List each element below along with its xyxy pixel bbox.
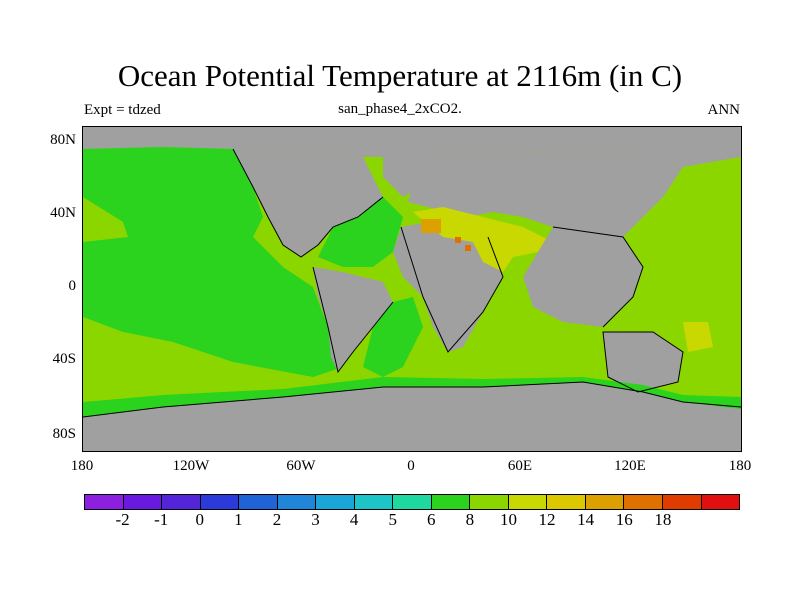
colorbar-label: 12: [538, 510, 556, 529]
south-america: [313, 267, 393, 372]
colorbar-label: 0: [195, 510, 205, 529]
x-tick-label: 0: [407, 458, 415, 474]
pacific-cool-region: [83, 147, 343, 377]
experiment-label: Expt = tdzed: [84, 102, 161, 118]
hot-patch: [455, 237, 461, 243]
south-asia: [523, 227, 643, 327]
coastlines: [83, 148, 741, 418]
colorbar-segment: [547, 495, 586, 509]
colorbar-label: 6: [427, 510, 436, 529]
southern-ocean-cool: [83, 377, 741, 417]
colorbar-segment: [85, 495, 124, 509]
colorbar-label: 2: [272, 510, 282, 529]
colorbar-segment: [162, 495, 201, 509]
colorbar-segment: [393, 495, 432, 509]
colorbar-segment: [624, 495, 663, 509]
colorbar-label: 14: [577, 510, 595, 529]
x-tick-label: 60W: [286, 458, 316, 474]
colorbar-segment: [470, 495, 509, 509]
colorbar-segment: [316, 495, 355, 509]
x-tick-label: 120W: [172, 458, 210, 474]
x-tick-label: 180: [728, 458, 752, 474]
colorbar-segment: [585, 495, 625, 509]
colorbar-label: 3: [311, 510, 320, 529]
colorbar-segment: [277, 495, 317, 509]
colorbar-segment: [200, 495, 240, 509]
colorbar-segment: [508, 495, 548, 509]
y-tick-label: 80S: [52, 426, 76, 442]
y-tick-label: 0: [68, 278, 77, 294]
pacific-warm-patch: [683, 322, 713, 352]
arctic-land: [83, 127, 741, 167]
colorbar-label: 8: [465, 510, 475, 529]
colorbar-segment: [431, 495, 471, 509]
map-title: Ocean Potential Temperature at 2116m (in…: [117, 58, 683, 93]
colorbar-label: 18: [654, 510, 672, 529]
north-america: [233, 149, 383, 257]
colorbar-segment: [662, 495, 702, 509]
colorbar-segment: [123, 495, 163, 509]
season-label: ANN: [707, 102, 741, 118]
colorbar-label: 10: [499, 510, 517, 529]
map-subtitle: san_phase4_2xCO2.: [338, 101, 462, 117]
hot-patch-2: [465, 245, 471, 251]
colorbar-label: 4: [349, 510, 359, 529]
x-tick-label: 120E: [614, 458, 646, 474]
warm-patch: [421, 219, 441, 233]
x-tick-label: 180: [70, 458, 94, 474]
north-atlantic-cool: [318, 197, 403, 267]
eurasia: [408, 149, 683, 237]
colorbar-segment: [239, 495, 278, 509]
colorbar-label: 1: [234, 510, 243, 529]
tethys-warm-region: [413, 207, 553, 272]
colorbar: [84, 494, 740, 510]
map-plot-area: [82, 126, 742, 452]
colorbar-segment: [701, 495, 740, 509]
colorbar-label: -2: [115, 510, 130, 529]
south-atlantic-cool: [363, 297, 423, 377]
colorbar-label: 5: [388, 510, 397, 529]
antarctica: [83, 382, 741, 451]
colorbar-label: -1: [154, 510, 169, 529]
colorbar-label: 16: [615, 510, 633, 529]
australia: [603, 332, 683, 392]
y-tick-label: 40N: [50, 205, 76, 221]
pacific-patch: [83, 197, 128, 242]
world-map: [83, 127, 741, 451]
africa: [393, 222, 503, 352]
colorbar-segment: [354, 495, 394, 509]
y-tick-label: 80N: [50, 132, 76, 148]
x-tick-label: 60E: [507, 458, 533, 474]
y-tick-label: 40S: [52, 351, 76, 367]
